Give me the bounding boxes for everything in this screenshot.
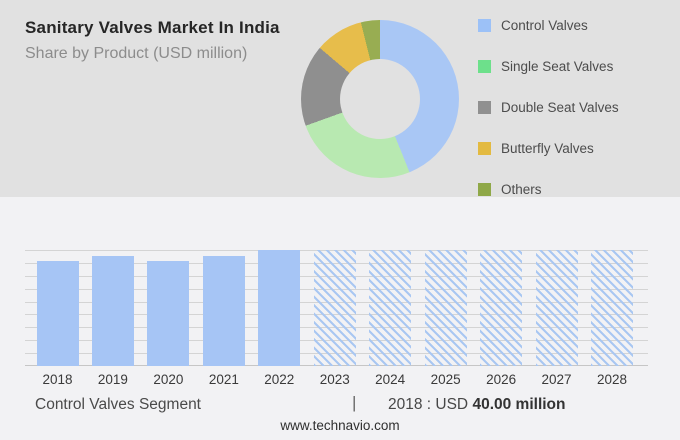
donut-chart <box>301 20 459 178</box>
legend-item-control-valves: Control Valves <box>478 12 619 38</box>
legend-swatch-icon <box>478 100 491 114</box>
forecast-hatch-bar-2024 <box>369 250 412 366</box>
bar-chart-section: 2018 2019 2020 2021 2022 2023 2024 2025 2026 2027… <box>0 197 680 440</box>
forecast-hatch-bar-2028 <box>591 250 633 366</box>
year-label-2028: 2028 <box>596 372 628 387</box>
legend-swatch-icon <box>478 141 491 155</box>
year-label-2020: 2020 <box>153 372 184 387</box>
legend-label: Butterfly Valves <box>501 140 594 156</box>
legend-label: Others <box>501 181 542 197</box>
year-label-2019: 2019 <box>97 372 128 387</box>
separator-pipe: | <box>352 393 357 412</box>
year-label-2023: 2023 <box>319 372 350 387</box>
website-text: www.technavio.com <box>280 418 400 433</box>
page-subtitle: Share by Product (USD million) <box>25 45 248 62</box>
year-label-2021: 2021 <box>208 372 239 387</box>
year-label-2024: 2024 <box>375 372 406 387</box>
year-label-2025: 2025 <box>430 372 461 387</box>
year-label-2027: 2027 <box>541 372 572 387</box>
stat-value: 40.00 million <box>472 396 566 413</box>
legend-item-others: Others <box>478 176 619 202</box>
forecast-hatch-bar-2023 <box>313 250 356 366</box>
legend-swatch-icon <box>478 59 491 73</box>
stat-prefix: 2018 : USD <box>388 396 469 413</box>
forecast-hatch-bar-2026 <box>480 250 523 366</box>
legend-item-butterfly-valves: Butterfly Valves <box>478 135 619 161</box>
stat-text: 2018 : USD 40.00 million <box>388 396 566 414</box>
page-title: Sanitary Valves Market In India <box>25 18 280 37</box>
legend-item-double-seat-valves: Double Seat Valves <box>478 94 619 120</box>
forecast-hatch-bar-2025 <box>424 250 467 366</box>
legend-label: Double Seat Valves <box>501 99 619 115</box>
donut-hole <box>340 59 420 139</box>
forecast-hatch-bar-2027 <box>535 250 578 366</box>
year-label-2026: 2026 <box>486 372 517 387</box>
year-label-2018: 2018 <box>42 372 73 387</box>
header-section: Sanitary Valves Market In India Share by… <box>0 0 680 197</box>
bar-chart <box>25 250 648 366</box>
legend-label: Control Valves <box>501 17 588 33</box>
segment-label: Control Valves Segment <box>35 396 201 413</box>
bar-2021 <box>202 256 245 366</box>
bar-2022 <box>258 250 301 366</box>
legend-swatch-icon <box>478 182 491 196</box>
legend: Control Valves Single Seat Valves Double S… <box>478 12 619 217</box>
bar-2018 <box>36 261 79 366</box>
year-label-2022: 2022 <box>264 372 295 387</box>
bar-2020 <box>147 261 190 366</box>
legend-label: Single Seat Valves <box>501 58 614 74</box>
legend-item-single-seat-valves: Single Seat Valves <box>478 53 619 79</box>
bar-2019 <box>91 256 134 366</box>
legend-swatch-icon <box>478 18 491 32</box>
